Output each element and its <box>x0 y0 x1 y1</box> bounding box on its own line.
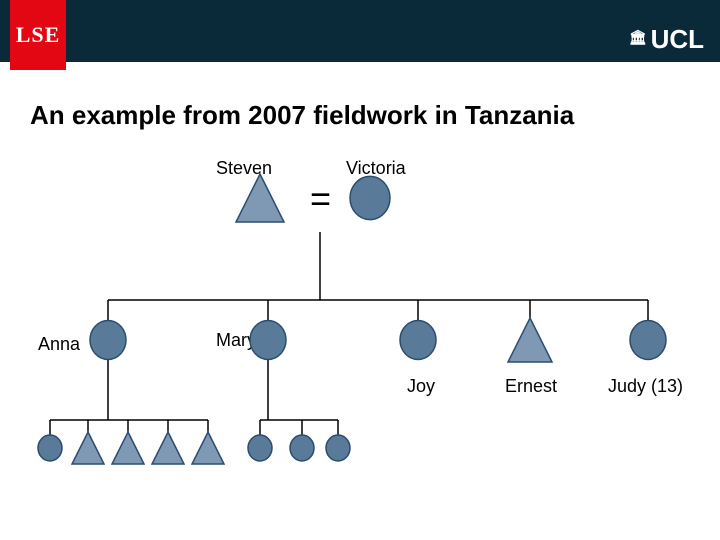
genogram <box>0 0 720 540</box>
label-victoria: Victoria <box>346 158 406 179</box>
label-ernest: Ernest <box>505 376 557 397</box>
label-anna: Anna <box>38 334 80 355</box>
slide-header <box>0 0 720 62</box>
label-joy: Joy <box>407 376 435 397</box>
marriage-equals: = <box>310 178 331 220</box>
lse-logo: LSE <box>10 0 66 70</box>
portico-icon: 🏛 <box>629 29 647 46</box>
label-steven: Steven <box>216 158 272 179</box>
label-judy: Judy (13) <box>608 376 683 397</box>
ucl-text: UCL <box>651 24 704 55</box>
label-mary: Mary <box>216 330 256 351</box>
slide-title: An example from 2007 fieldwork in Tanzan… <box>30 100 574 131</box>
ucl-logo: 🏛 UCL <box>629 24 704 55</box>
